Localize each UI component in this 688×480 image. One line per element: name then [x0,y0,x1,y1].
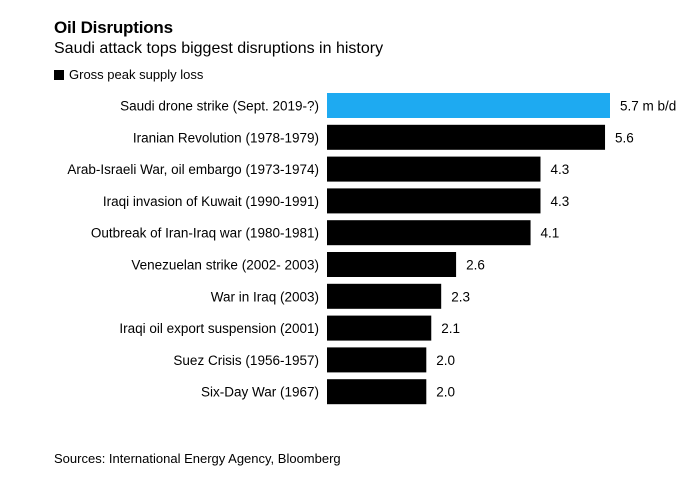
category-label: Outbreak of Iran-Iraq war (1980-1981) [91,226,319,241]
category-label: Iranian Revolution (1978-1979) [133,130,319,145]
bar [327,379,427,405]
legend: Gross peak supply loss [54,67,203,82]
category-label: Iraqi invasion of Kuwait (1990-1991) [103,194,319,209]
bar [327,156,541,182]
source-note: Sources: International Energy Agency, Bl… [54,451,341,466]
bar [327,252,457,277]
value-label: 4.3 [550,162,569,177]
bar [327,124,606,150]
bar [327,93,610,118]
category-label: Iraqi oil export suspension (2001) [119,321,319,336]
value-label: 2.0 [436,353,455,368]
chart-subtitle: Saudi attack tops biggest disruptions in… [54,40,384,57]
value-label: 2.6 [466,258,485,273]
chart-title: Oil Disruptions [54,18,173,37]
value-label: 5.7 m b/d [620,99,676,114]
bar [327,188,541,214]
value-label: 4.1 [541,226,560,241]
value-label: 5.6 [615,130,634,145]
bar [327,283,442,309]
category-label: Arab-Israeli War, oil embargo (1973-1974… [67,162,319,177]
value-label: 2.1 [441,321,460,336]
category-label: War in Iraq (2003) [211,289,319,304]
bar [327,220,531,246]
category-label: Saudi drone strike (Sept. 2019-?) [120,99,319,114]
value-label: 2.3 [451,289,470,304]
category-label: Six-Day War (1967) [201,385,319,400]
legend-label: Gross peak supply loss [69,67,204,82]
value-label: 2.0 [436,385,455,400]
bar [327,315,432,341]
legend-swatch [54,69,64,80]
category-label: Suez Crisis (1956-1957) [173,353,319,368]
bar [327,347,427,373]
category-label: Venezuelan strike (2002- 2003) [131,258,319,273]
value-label: 4.3 [550,194,569,209]
bar-chart: Saudi drone strike (Sept. 2019-?) 5.7 m b… [67,93,676,405]
